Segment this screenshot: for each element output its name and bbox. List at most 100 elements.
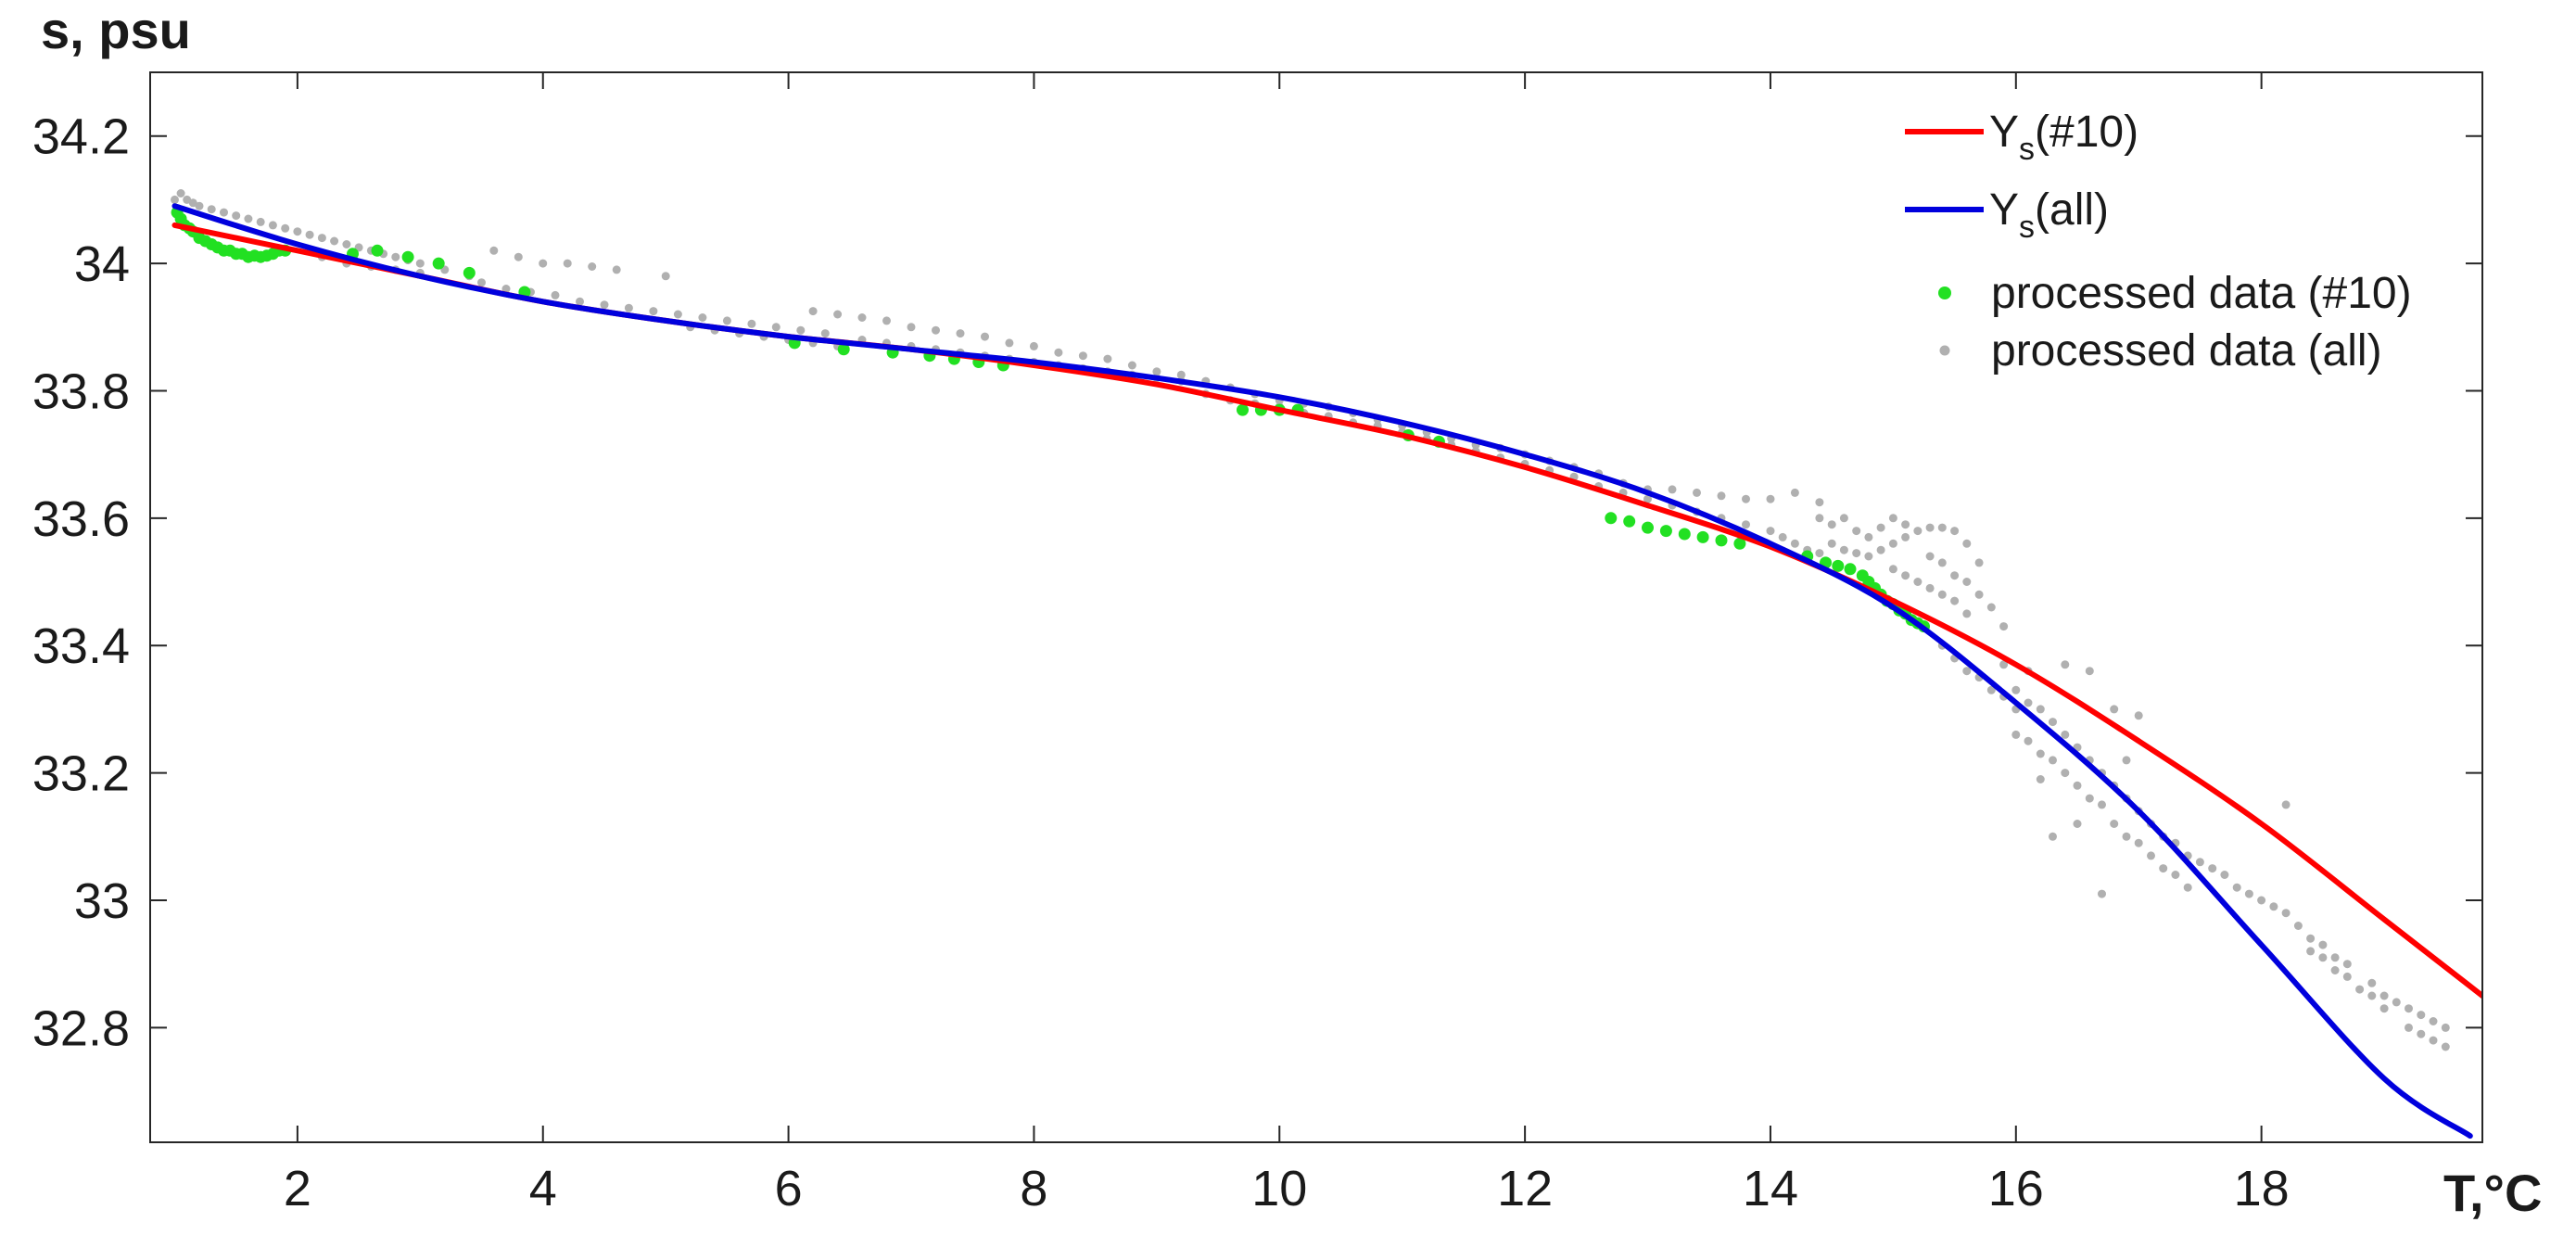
scatter-point-all — [1742, 494, 1750, 503]
scatter-point-all — [882, 316, 891, 325]
scatter-point-all — [1986, 685, 1996, 694]
scatter-point-all — [1925, 552, 1935, 561]
scatter-point-all — [489, 246, 499, 255]
scatter-point-all — [2417, 1029, 2426, 1038]
scatter-point-all — [1901, 532, 1910, 541]
scatter-point-all — [342, 240, 351, 248]
scatter-point-all — [2392, 998, 2401, 1007]
scatter-point-all — [2036, 775, 2045, 783]
scatter-point-all — [2330, 953, 2340, 962]
scatter-point-10 — [1605, 512, 1618, 525]
legend-marker-swatch — [1938, 286, 1951, 299]
scatter-point-all — [1103, 354, 1112, 363]
fit-lines-layer — [171, 203, 2482, 1140]
scatter-point-all — [2110, 820, 2119, 828]
y-tick-label: 33.8 — [32, 363, 130, 419]
scatter-point-all — [698, 313, 707, 322]
scatter-point-all — [1742, 520, 1750, 529]
scatter-point-10 — [371, 244, 384, 257]
scatter-point-all — [256, 217, 265, 226]
scatter-point-all — [2061, 730, 2070, 739]
scatter-point-all — [2281, 800, 2290, 809]
scatter-point-all — [305, 230, 314, 239]
x-tick-label: 16 — [1988, 1161, 2044, 1216]
scatter-point-all — [1888, 539, 1897, 548]
scatter-point-all — [722, 316, 731, 325]
scatter-point-all — [649, 307, 658, 316]
scatter-point-all — [1937, 558, 1947, 567]
scatter-point-all — [1962, 667, 1972, 676]
scatter-point-all — [2049, 832, 2057, 841]
scatter-point-all — [1778, 532, 1787, 541]
x-tick-label: 4 — [529, 1161, 557, 1216]
scatter-point-all — [551, 290, 560, 299]
scatter-point-all — [1643, 494, 1652, 503]
scatter-point-all — [833, 310, 843, 319]
scatter-point-10 — [1623, 515, 1636, 528]
scatter-point-all — [2330, 966, 2340, 974]
scatter-point-all — [2122, 756, 2131, 765]
scatter-point-all — [2367, 991, 2377, 1000]
scatter-point-all — [2098, 889, 2106, 898]
scatter-point-all — [1152, 367, 1161, 376]
scatter-point-all — [747, 319, 756, 328]
scatter-point-all — [612, 265, 621, 274]
scatter-point-all — [1127, 361, 1136, 370]
scatter-point-all — [1852, 527, 1861, 536]
scatter-point-all — [956, 329, 965, 338]
x-tick-label: 6 — [775, 1161, 803, 1216]
scatter-point-all — [232, 211, 241, 221]
scatter-point-all — [2036, 749, 2045, 758]
scatter-point-all — [1815, 514, 1824, 523]
scatter-point-10 — [1832, 559, 1845, 572]
scatter-point-all — [1176, 370, 1186, 379]
scatter-point-all — [600, 300, 609, 310]
scatter-point-all — [1005, 338, 1014, 348]
scatter-point-all — [2122, 832, 2131, 841]
plot-frame — [149, 71, 2483, 1143]
scatter-point-all — [2011, 685, 2021, 694]
scatter-point-all — [1901, 571, 1910, 580]
scatter-point-all — [2011, 730, 2021, 739]
scatter-point-all — [1766, 527, 1775, 536]
scatter-point-all — [1864, 552, 1873, 561]
scatter-point-10 — [401, 250, 414, 263]
scatter-point-all — [820, 329, 830, 338]
scatter-point-all — [2306, 947, 2316, 956]
legend-marker-swatch — [1939, 345, 1950, 356]
scatter-point-all — [2085, 794, 2094, 803]
scatter-point-all — [2429, 1017, 2438, 1025]
scatter-point-all — [2073, 820, 2082, 828]
scatter-point-all — [1029, 341, 1038, 350]
legend-label: processed data (all) — [1991, 326, 2382, 376]
y-tick-label: 33.4 — [32, 618, 130, 674]
scatter-point-all — [1913, 578, 1922, 586]
scatter-point-all — [391, 252, 400, 261]
fit-line-all — [171, 203, 2473, 1140]
scatter-point-all — [2257, 896, 2266, 905]
legend: Ys(#10) Ys(all) processed data (#10) proces… — [1905, 108, 2412, 376]
scatter-point-all — [1078, 351, 1087, 361]
scatter-point-all — [1876, 523, 1885, 532]
scatter-point-10 — [1659, 525, 1672, 538]
scatter-point-all — [1937, 523, 1947, 532]
scatter-all-layer — [171, 189, 2450, 1051]
scatter-point-all — [2355, 985, 2365, 994]
ticks-layer: 2 4 6 8 10 12 14 16 18 32.8 33 33.2 33.4 33.6 33.8 34 34… — [32, 72, 2482, 1216]
scatter-point-all — [2171, 871, 2180, 879]
x-tick-label: 8 — [1020, 1161, 1047, 1216]
scatter-point-all — [2110, 705, 2119, 714]
scatter-point-all — [2342, 960, 2352, 969]
y-tick-label: 33.6 — [32, 491, 130, 547]
scatter-point-all — [2379, 991, 2389, 1000]
scatter-point-all — [2195, 858, 2204, 867]
scatter-point-all — [1693, 488, 1701, 497]
scatter-point-all — [2036, 705, 2045, 714]
scatter-point-all — [1766, 494, 1775, 503]
scatter-point-all — [1950, 596, 1960, 605]
y-tick-label: 33 — [74, 873, 130, 929]
scatter-point-all — [588, 262, 597, 271]
scatter-point-all — [1925, 583, 1935, 592]
scatter-point-all — [1962, 539, 1972, 548]
